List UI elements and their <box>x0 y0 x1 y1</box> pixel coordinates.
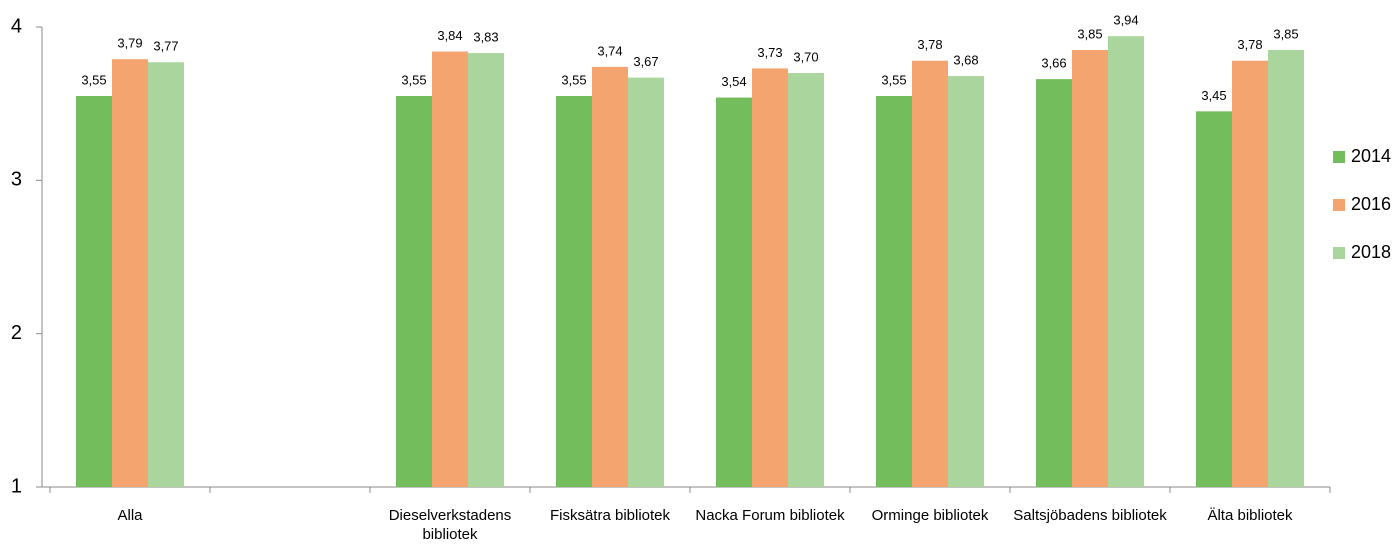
legend-label: 2014 <box>1351 146 1391 166</box>
x-tick-label: Dieselverkstadens bibliotek <box>388 507 512 543</box>
bar <box>948 76 984 488</box>
data-label: 3,55 <box>401 72 426 87</box>
data-label: 3,70 <box>793 49 818 64</box>
bar <box>396 96 432 487</box>
bar <box>112 59 148 487</box>
x-tick-label: Älta bibliotek <box>1207 507 1293 524</box>
data-label: 3,78 <box>917 37 942 52</box>
bar <box>912 60 948 487</box>
data-label: 3,67 <box>633 54 658 69</box>
bar <box>1232 60 1268 487</box>
x-tick-label: Fisksätra bibliotek <box>549 507 671 524</box>
bar <box>148 62 184 488</box>
data-label: 3,74 <box>597 43 622 58</box>
bar <box>1268 50 1304 487</box>
y-tick-label: 3 <box>11 169 22 191</box>
data-label: 3,66 <box>1041 56 1066 71</box>
data-label: 3,55 <box>881 72 906 87</box>
y-tick-label: 4 <box>11 15 22 37</box>
x-tick-label: Alla <box>117 507 143 524</box>
x-tick-label: Orminge bibliotek <box>871 507 989 524</box>
y-tick-label: 2 <box>11 322 22 344</box>
bar <box>1072 50 1108 487</box>
data-label: 3,84 <box>437 28 462 43</box>
x-tick-label: Nacka Forum bibliotek <box>695 507 845 524</box>
bar <box>1036 79 1072 487</box>
bar <box>592 66 628 487</box>
data-label: 3,77 <box>153 39 178 54</box>
bar <box>1196 111 1232 487</box>
data-label: 3,79 <box>117 36 142 51</box>
data-label: 3,83 <box>473 30 498 45</box>
bar <box>716 97 752 488</box>
data-label: 3,85 <box>1273 26 1298 41</box>
data-label: 3,55 <box>561 72 586 87</box>
legend-swatch <box>1333 199 1345 211</box>
bar <box>468 53 504 488</box>
legend-label: 2018 <box>1351 242 1391 262</box>
data-label: 3,94 <box>1113 13 1138 28</box>
legend-swatch <box>1333 151 1345 163</box>
data-label: 3,73 <box>757 45 782 60</box>
x-tick-label: Saltsjöbadens bibliotek <box>1013 507 1167 524</box>
bar <box>1108 36 1144 487</box>
bar <box>556 96 592 487</box>
bar <box>788 73 824 487</box>
bar <box>432 51 468 488</box>
data-label: 3,78 <box>1237 37 1262 52</box>
legend-label: 2016 <box>1351 194 1391 214</box>
bar <box>76 96 112 487</box>
data-label: 3,45 <box>1201 88 1226 103</box>
bar <box>628 77 664 487</box>
legend-swatch <box>1333 247 1345 259</box>
data-label: 3,54 <box>721 74 746 89</box>
bar <box>752 68 788 488</box>
data-label: 3,55 <box>81 72 106 87</box>
data-label: 3,85 <box>1077 26 1102 41</box>
bar <box>876 96 912 487</box>
data-label: 3,68 <box>953 53 978 68</box>
y-tick-label: 1 <box>11 475 22 497</box>
